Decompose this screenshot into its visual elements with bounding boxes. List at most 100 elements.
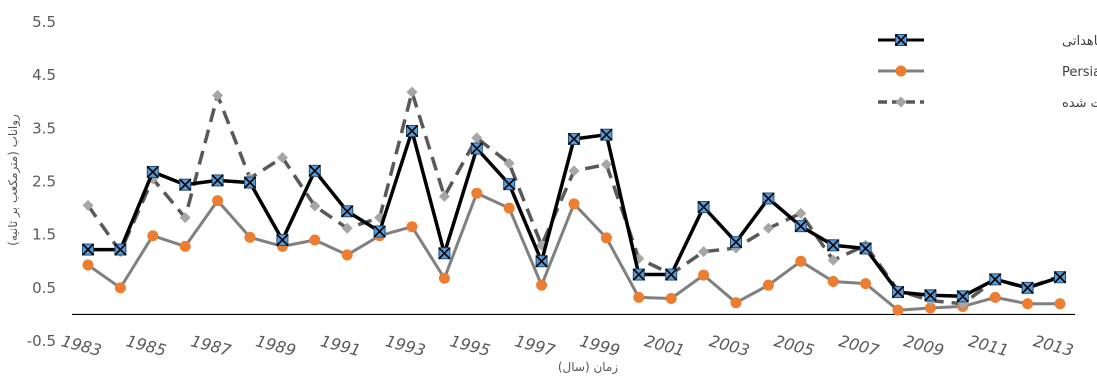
data-point: [276, 152, 288, 164]
data-point: [341, 222, 353, 234]
x-tick-label: 2005: [772, 331, 816, 360]
data-point: [568, 198, 580, 210]
data-point: [1022, 298, 1034, 310]
data-point: [470, 142, 483, 155]
data-point: [212, 89, 224, 101]
x-axis-title: زمان (سال): [558, 360, 619, 375]
x-tick-label: 1999: [578, 331, 622, 360]
y-tick-label: 0.5: [32, 279, 56, 297]
data-point: [859, 242, 872, 255]
y-axis-title: رواناب (مترمکعب بر ثانیه): [6, 114, 21, 246]
x-tick-label: 1991: [318, 331, 362, 360]
series-0: [81, 124, 1067, 303]
data-point: [535, 255, 548, 268]
data-point: [471, 132, 483, 144]
legend-item: پایگاه مشاهداتی: [878, 33, 1097, 49]
x-tick-label: 2009: [902, 331, 946, 360]
x-tick-label: 2013: [1031, 331, 1075, 360]
data-point: [373, 225, 386, 238]
y-tick-label: 2.5: [32, 173, 56, 191]
legend-item: رواناب ثبت شده: [878, 96, 1097, 111]
data-point: [406, 86, 418, 98]
data-point: [146, 165, 159, 178]
data-point: [308, 164, 321, 177]
data-point: [892, 304, 904, 316]
data-point: [665, 292, 677, 304]
y-tick-label: -0.5: [27, 332, 56, 350]
x-tick-label: 1987: [189, 331, 234, 360]
data-point: [762, 279, 774, 291]
legend-label: پایگاه Persiann-cdr: [1062, 64, 1097, 80]
data-point: [762, 192, 775, 205]
data-point: [600, 128, 613, 141]
data-point: [795, 207, 807, 219]
data-point: [438, 247, 451, 260]
data-point: [211, 174, 224, 187]
data-point: [503, 178, 516, 191]
data-point: [406, 221, 418, 233]
x-tick-label: 2011: [966, 331, 1010, 360]
x-tick-label: 1995: [448, 331, 492, 360]
data-point: [989, 273, 1002, 286]
data-point: [503, 202, 515, 214]
x-axis: 1983 1985 1987 1989 1991 1993 1995 1997 1999 2001…: [59, 313, 1076, 360]
data-point: [147, 230, 159, 242]
data-point: [632, 268, 645, 281]
data-point: [179, 178, 192, 191]
data-point: [179, 240, 191, 252]
data-point: [762, 222, 774, 234]
data-point: [827, 275, 839, 287]
data-point: [341, 205, 354, 218]
data-point: [924, 289, 937, 302]
data-point: [600, 158, 612, 170]
data-point: [438, 272, 450, 284]
x-tick-label: 2001: [642, 331, 686, 360]
data-point: [567, 132, 581, 146]
legend: پایگاه مشاهداتی پایگاه Persiann-cdr رواناب…: [878, 33, 1097, 111]
data-point: [1021, 281, 1034, 294]
y-axis: -0.5 0.5 1.5 2.5 3.5 4.5 5.5: [27, 13, 56, 350]
data-point: [536, 279, 548, 291]
x-tick-label: 1993: [383, 331, 427, 360]
data-point: [243, 176, 257, 189]
series-layer: [81, 86, 1067, 316]
series-line: [88, 129, 1061, 299]
y-tick-label: 5.5: [32, 13, 56, 31]
data-point: [438, 190, 450, 202]
data-point: [729, 236, 743, 249]
legend-marker: [894, 33, 908, 47]
x-tick-label: 1989: [254, 331, 298, 360]
data-point: [114, 282, 126, 294]
data-point: [860, 278, 872, 290]
y-tick-label: 4.5: [32, 66, 56, 84]
series-line: [86, 90, 1061, 306]
legend-item: پایگاه Persiann-cdr: [878, 64, 1097, 80]
data-point: [827, 254, 839, 266]
data-point: [114, 243, 127, 256]
data-point: [81, 243, 95, 256]
data-point: [730, 297, 742, 309]
y-tick-label: 1.5: [32, 226, 56, 244]
data-point: [471, 187, 483, 199]
data-point: [1053, 271, 1067, 284]
data-point: [212, 195, 224, 207]
data-point: [600, 232, 612, 244]
data-point: [697, 200, 710, 214]
data-point: [1054, 298, 1066, 310]
data-point: [309, 234, 321, 246]
data-point: [989, 291, 1001, 303]
data-point: [82, 199, 94, 211]
x-tick-label: 1983: [59, 331, 103, 360]
legend-marker: [895, 65, 907, 77]
data-point: [503, 157, 515, 169]
x-tick-label: 1997: [513, 331, 558, 360]
data-point: [179, 212, 191, 224]
x-tick-label: 2003: [707, 331, 751, 360]
x-tick-label: 2007: [837, 331, 882, 360]
y-tick-label: 3.5: [32, 119, 56, 137]
data-point: [698, 246, 710, 258]
data-point: [309, 200, 321, 212]
data-point: [795, 255, 807, 267]
data-point: [82, 259, 94, 271]
